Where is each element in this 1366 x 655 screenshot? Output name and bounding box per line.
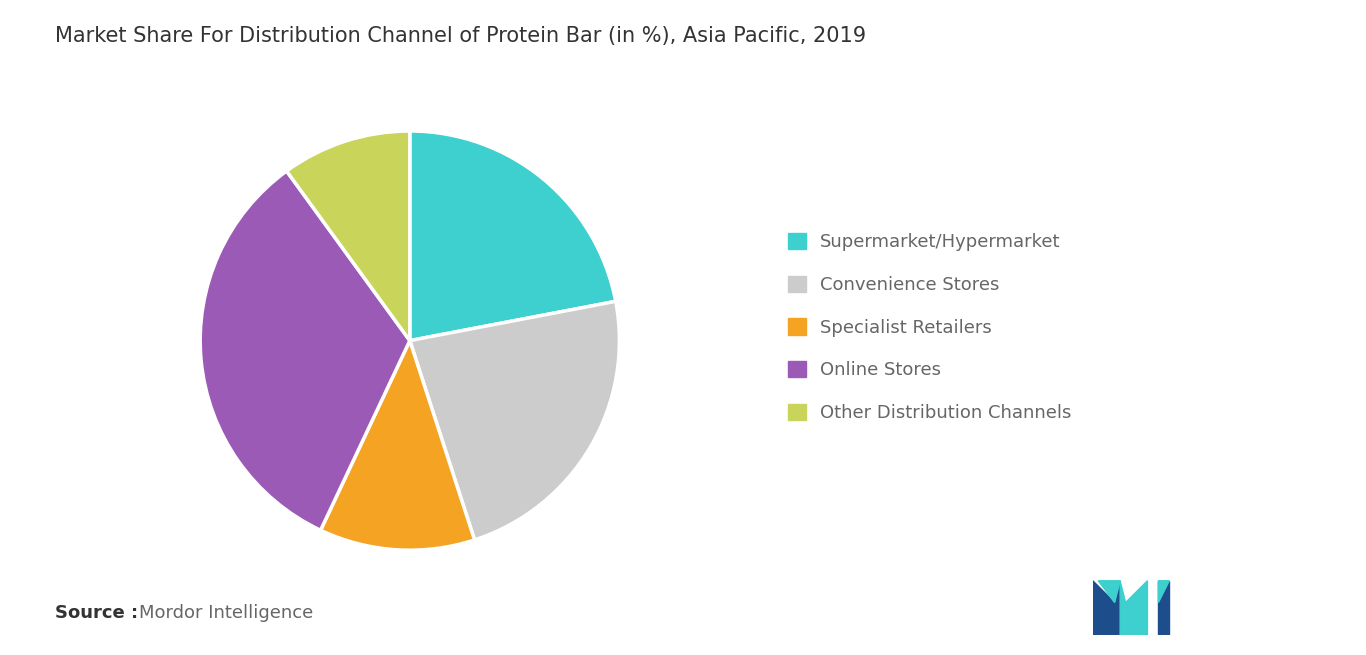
Wedge shape	[201, 171, 410, 531]
Wedge shape	[410, 301, 619, 540]
Wedge shape	[410, 131, 616, 341]
Polygon shape	[1158, 581, 1169, 635]
Text: Source :: Source :	[55, 605, 138, 622]
Wedge shape	[321, 341, 474, 550]
Polygon shape	[1098, 581, 1120, 603]
Text: Market Share For Distribution Channel of Protein Bar (in %), Asia Pacific, 2019: Market Share For Distribution Channel of…	[55, 26, 866, 47]
Legend: Supermarket/Hypermarket, Convenience Stores, Specialist Retailers, Online Stores: Supermarket/Hypermarket, Convenience Sto…	[788, 233, 1071, 422]
Polygon shape	[1158, 581, 1169, 603]
Wedge shape	[287, 131, 410, 341]
Polygon shape	[1120, 581, 1147, 635]
Text: Mordor Intelligence: Mordor Intelligence	[139, 605, 314, 622]
Polygon shape	[1093, 581, 1120, 635]
